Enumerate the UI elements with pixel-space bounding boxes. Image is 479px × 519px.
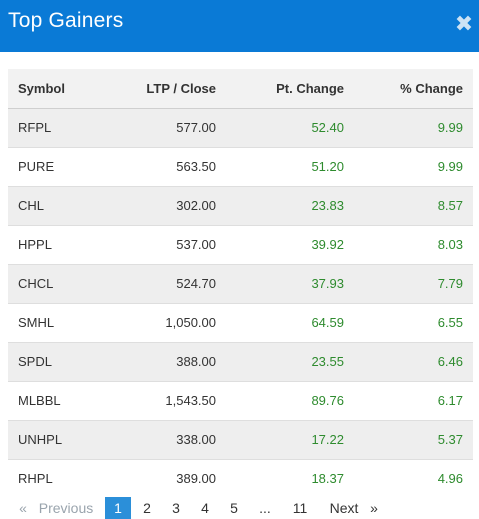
ltp-cell: 338.00 <box>103 419 220 459</box>
pct-change-cell: 5.37 <box>346 419 473 459</box>
table-row[interactable]: CHL 302.00 23.83 8.57 <box>8 185 473 225</box>
ltp-cell: 1,050.00 <box>103 302 220 342</box>
pagination-page-5[interactable]: 5 <box>230 500 238 516</box>
column-header-pct-change[interactable]: % Change <box>346 69 473 109</box>
table-row[interactable]: CHCL 524.70 37.93 7.79 <box>8 263 473 303</box>
table-header-row: Symbol LTP / Close Pt. Change % Change <box>8 69 473 109</box>
column-header-pt-change[interactable]: Pt. Change <box>220 69 346 109</box>
modal-title: Top Gainers <box>8 9 124 32</box>
table-row[interactable]: HPPL 537.00 39.92 8.03 <box>8 224 473 264</box>
table-row[interactable]: RHPL 389.00 18.37 4.96 <box>8 458 473 498</box>
pagination-page-3[interactable]: 3 <box>172 500 180 516</box>
pagination-page-11[interactable]: 11 <box>292 500 308 516</box>
ltp-cell: 577.00 <box>103 107 220 147</box>
pagination-last-arrow[interactable]: » <box>370 500 378 516</box>
symbol-cell: CHL <box>8 185 103 225</box>
pt-change-cell: 23.55 <box>220 341 346 381</box>
pagination-ellipsis: ... <box>259 500 271 516</box>
pt-change-cell: 23.83 <box>220 185 346 225</box>
table-row[interactable]: PURE 563.50 51.20 9.99 <box>8 146 473 186</box>
ltp-cell: 524.70 <box>103 263 220 303</box>
pct-change-cell: 6.46 <box>346 341 473 381</box>
pct-change-cell: 8.03 <box>346 224 473 264</box>
pct-change-cell: 7.79 <box>346 263 473 303</box>
pagination: « Previous 1 2 3 4 5 ... 11 Next » <box>8 497 473 519</box>
pt-change-cell: 18.37 <box>220 458 346 498</box>
ltp-cell: 302.00 <box>103 185 220 225</box>
pct-change-cell: 8.57 <box>346 185 473 225</box>
ltp-cell: 563.50 <box>103 146 220 186</box>
pagination-first-arrow: « <box>19 500 27 516</box>
pct-change-cell: 6.55 <box>346 302 473 342</box>
pt-change-cell: 37.93 <box>220 263 346 303</box>
column-header-symbol[interactable]: Symbol <box>8 69 103 109</box>
pt-change-cell: 64.59 <box>220 302 346 342</box>
ltp-cell: 388.00 <box>103 341 220 381</box>
symbol-cell: HPPL <box>8 224 103 264</box>
pct-change-cell: 9.99 <box>346 146 473 186</box>
pt-change-cell: 17.22 <box>220 419 346 459</box>
pagination-previous: Previous <box>38 500 94 516</box>
pt-change-cell: 89.76 <box>220 380 346 420</box>
symbol-cell: RHPL <box>8 458 103 498</box>
modal-header: Top Gainers ✖ <box>0 0 479 52</box>
pct-change-cell: 9.99 <box>346 107 473 147</box>
pagination-page-1[interactable]: 1 <box>105 497 131 519</box>
pct-change-cell: 6.17 <box>346 380 473 420</box>
close-icon[interactable]: ✖ <box>454 11 474 36</box>
pt-change-cell: 52.40 <box>220 107 346 147</box>
ltp-cell: 1,543.50 <box>103 380 220 420</box>
ltp-cell: 389.00 <box>103 458 220 498</box>
pt-change-cell: 39.92 <box>220 224 346 264</box>
symbol-cell: CHCL <box>8 263 103 303</box>
pagination-page-2[interactable]: 2 <box>143 500 151 516</box>
symbol-cell: MLBBL <box>8 380 103 420</box>
ltp-cell: 537.00 <box>103 224 220 264</box>
top-gainers-table: Symbol LTP / Close Pt. Change % Change R… <box>8 69 473 498</box>
table-row[interactable]: SPDL 388.00 23.55 6.46 <box>8 341 473 381</box>
symbol-cell: PURE <box>8 146 103 186</box>
column-header-ltp[interactable]: LTP / Close <box>103 69 220 109</box>
symbol-cell: RFPL <box>8 107 103 147</box>
symbol-cell: SPDL <box>8 341 103 381</box>
table-row[interactable]: SMHL 1,050.00 64.59 6.55 <box>8 302 473 342</box>
pagination-next[interactable]: Next <box>329 500 359 516</box>
table-row[interactable]: MLBBL 1,543.50 89.76 6.17 <box>8 380 473 420</box>
table-row[interactable]: RFPL 577.00 52.40 9.99 <box>8 107 473 147</box>
table-row[interactable]: UNHPL 338.00 17.22 5.37 <box>8 419 473 459</box>
pagination-page-4[interactable]: 4 <box>201 500 209 516</box>
pct-change-cell: 4.96 <box>346 458 473 498</box>
pt-change-cell: 51.20 <box>220 146 346 186</box>
symbol-cell: UNHPL <box>8 419 103 459</box>
symbol-cell: SMHL <box>8 302 103 342</box>
